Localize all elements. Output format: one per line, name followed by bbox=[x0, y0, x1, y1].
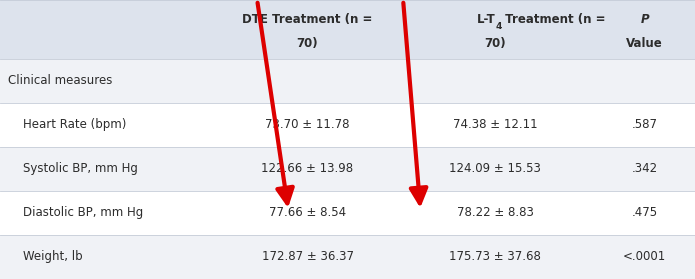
Text: 172.87 ± 36.37: 172.87 ± 36.37 bbox=[261, 251, 354, 263]
Text: 122.66 ± 13.98: 122.66 ± 13.98 bbox=[261, 162, 354, 175]
Bar bbox=[0, 103, 695, 147]
Text: 4: 4 bbox=[495, 22, 502, 31]
Text: Systolic BP, mm Hg: Systolic BP, mm Hg bbox=[8, 162, 138, 175]
Bar bbox=[0, 0, 695, 59]
Bar bbox=[0, 147, 695, 191]
Text: 74.38 ± 12.11: 74.38 ± 12.11 bbox=[453, 118, 537, 131]
Text: Value: Value bbox=[626, 37, 663, 50]
Text: .587: .587 bbox=[632, 118, 657, 131]
Text: Weight, lb: Weight, lb bbox=[8, 251, 83, 263]
Text: DTE Treatment (n =: DTE Treatment (n = bbox=[243, 13, 373, 26]
Text: Diastolic BP, mm Hg: Diastolic BP, mm Hg bbox=[8, 206, 144, 219]
Text: <.0001: <.0001 bbox=[623, 251, 667, 263]
Text: Clinical measures: Clinical measures bbox=[8, 74, 113, 87]
Text: P: P bbox=[640, 13, 649, 26]
Text: 73.70 ± 11.78: 73.70 ± 11.78 bbox=[265, 118, 350, 131]
Text: 175.73 ± 37.68: 175.73 ± 37.68 bbox=[449, 251, 541, 263]
Text: .475: .475 bbox=[632, 206, 657, 219]
Bar bbox=[0, 191, 695, 235]
Text: 78.22 ± 8.83: 78.22 ± 8.83 bbox=[457, 206, 534, 219]
Bar bbox=[0, 235, 695, 279]
Text: 70): 70) bbox=[484, 37, 506, 50]
Text: Treatment (n =: Treatment (n = bbox=[500, 13, 605, 26]
Text: L-T: L-T bbox=[477, 13, 495, 26]
Text: Heart Rate (bpm): Heart Rate (bpm) bbox=[8, 118, 126, 131]
Text: 124.09 ± 15.53: 124.09 ± 15.53 bbox=[449, 162, 541, 175]
Text: 70): 70) bbox=[297, 37, 318, 50]
Text: .342: .342 bbox=[632, 162, 657, 175]
Bar bbox=[0, 59, 695, 103]
Text: 77.66 ± 8.54: 77.66 ± 8.54 bbox=[269, 206, 346, 219]
